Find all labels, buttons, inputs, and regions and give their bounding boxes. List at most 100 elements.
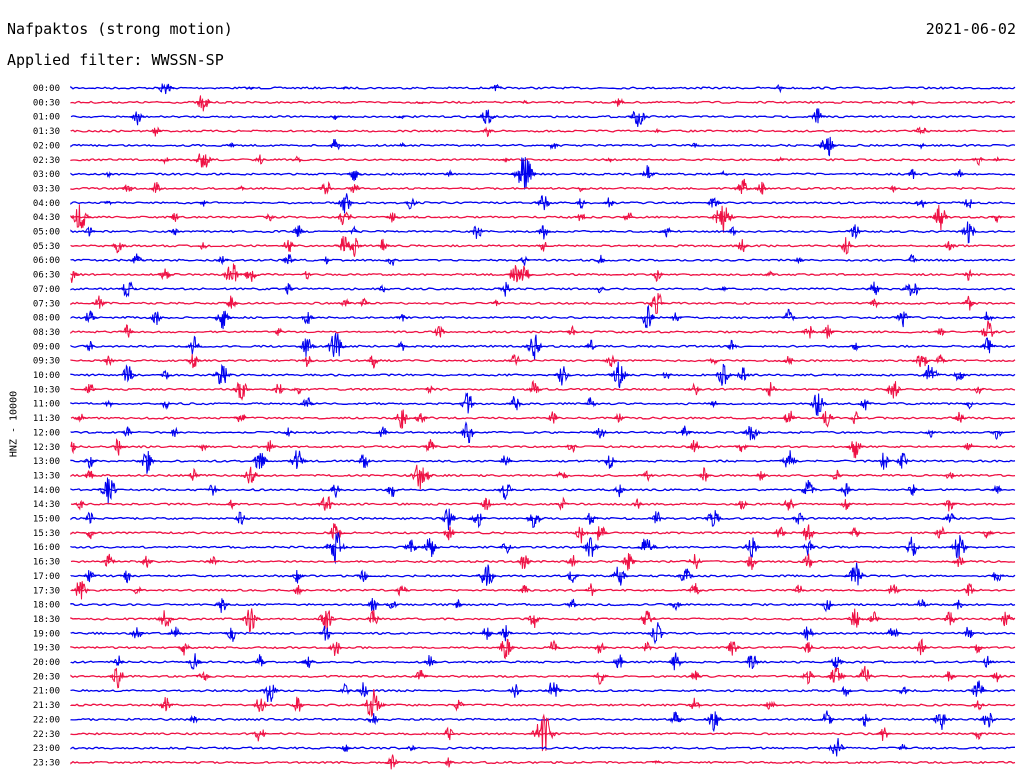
seismic-event — [913, 126, 929, 135]
seismic-event — [924, 429, 937, 439]
seismic-event — [867, 298, 881, 309]
seismic-event — [845, 441, 865, 459]
seismic-event — [717, 285, 728, 293]
seismic-event — [273, 327, 285, 336]
seismic-event — [640, 641, 655, 652]
seismic-event — [724, 641, 741, 656]
row-time-label: 12:30 — [33, 443, 60, 453]
seismic-event — [158, 268, 173, 281]
seismic-event — [818, 411, 836, 428]
row-time-label: 01:30 — [33, 127, 60, 137]
seismic-event — [534, 195, 553, 211]
trace-baseline — [70, 172, 1016, 176]
seismic-event — [640, 470, 655, 482]
row-time-label: 07:30 — [33, 299, 60, 309]
seismic-event — [774, 84, 786, 94]
seismic-event — [537, 241, 550, 252]
trace-baseline — [70, 258, 1016, 262]
seismic-event — [826, 667, 847, 683]
seismic-event — [129, 627, 145, 639]
trace-baseline — [70, 129, 1016, 133]
seismic-event — [451, 699, 465, 712]
trace-row — [70, 126, 1016, 138]
seismic-event — [442, 757, 456, 768]
seismic-event — [816, 136, 837, 157]
seismic-event — [612, 412, 625, 423]
trace-baseline — [70, 445, 1016, 449]
row-time-label: 02:00 — [33, 141, 60, 151]
seismic-event — [696, 467, 712, 482]
seismic-event — [687, 382, 703, 396]
seismic-event — [477, 109, 497, 125]
seismic-event — [536, 225, 551, 240]
seismic-event — [424, 385, 436, 395]
filter-label: Applied filter: WWSSN-SP — [7, 51, 224, 69]
row-time-label: 09:00 — [33, 342, 60, 352]
seismic-event — [725, 339, 740, 350]
seismic-event — [943, 471, 956, 480]
seismic-event — [855, 665, 874, 683]
seismic-event — [847, 224, 864, 240]
trace-row — [70, 332, 1016, 361]
seismic-event — [120, 324, 136, 338]
trace-baseline — [70, 760, 1016, 765]
seismic-event — [916, 142, 927, 150]
seismic-event — [583, 512, 599, 525]
seismic-event — [252, 654, 268, 667]
seismic-event — [876, 727, 891, 742]
trace-baseline — [70, 100, 1016, 105]
seismic-event — [839, 499, 853, 511]
seismic-event — [962, 401, 975, 410]
trace-baseline — [70, 114, 1016, 119]
row-time-label: 08:00 — [33, 314, 60, 324]
seismic-event — [360, 688, 386, 718]
seismic-event — [289, 696, 306, 712]
seismic-event — [518, 585, 531, 594]
trace-row — [70, 680, 1016, 703]
row-time-label: 08:30 — [33, 328, 60, 338]
seismic-event — [318, 625, 334, 641]
seismic-event — [668, 601, 683, 612]
seismic-event — [901, 283, 922, 296]
seismic-event — [251, 729, 268, 742]
trace-baseline — [70, 746, 1015, 750]
seismic-event — [83, 470, 97, 479]
seismic-event — [96, 477, 121, 505]
trace-row — [70, 652, 1016, 671]
seismic-event — [866, 610, 882, 623]
seismic-event — [120, 184, 135, 192]
seismic-event — [291, 387, 305, 395]
seismic-event — [930, 714, 950, 730]
row-time-label: 11:30 — [33, 414, 60, 424]
seismic-event — [110, 438, 126, 456]
trace-row — [70, 379, 1016, 401]
seismic-event — [176, 642, 192, 656]
seismic-event — [246, 85, 255, 90]
seismic-event — [980, 530, 995, 539]
trace-row — [70, 108, 1016, 127]
seismic-event — [225, 499, 238, 511]
seismic-event — [905, 253, 918, 263]
seismic-event — [100, 553, 117, 567]
seismic-event — [498, 281, 514, 297]
trace-row — [70, 597, 1016, 613]
seismic-event — [991, 156, 1003, 162]
row-time-label: 03:30 — [33, 184, 60, 194]
row-time-label: 03:00 — [33, 170, 60, 180]
seismic-event — [515, 555, 534, 569]
seismic-event — [971, 732, 984, 740]
trace-baseline — [70, 488, 1016, 492]
seismic-event — [297, 338, 317, 357]
seismic-event — [468, 513, 486, 529]
seismic-event — [733, 367, 751, 382]
seismic-event — [894, 452, 911, 469]
seismic-event — [223, 627, 241, 642]
seismic-event — [479, 627, 495, 640]
seismic-event — [316, 496, 336, 511]
seismic-event — [292, 155, 303, 163]
seismic-event — [241, 270, 260, 282]
seismic-event — [197, 242, 209, 251]
seismic-event — [520, 99, 529, 104]
seismic-event — [355, 682, 372, 698]
seismic-event — [800, 670, 816, 685]
